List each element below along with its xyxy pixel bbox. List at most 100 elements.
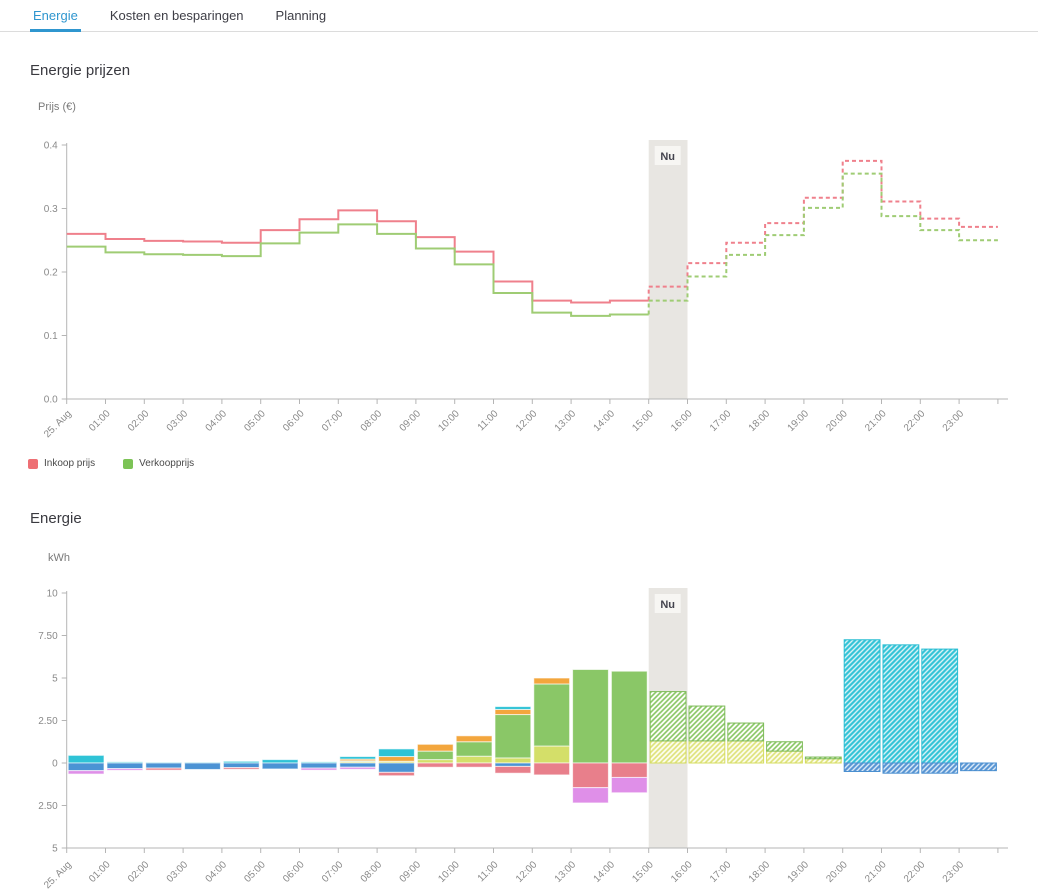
price-step-chart[interactable]: 0.0 0.1 0.2 0.3 0.4 25. Aug 01:00 02:00 03:00 04:… [0,130,1038,460]
bar-orange[interactable] [455,735,493,743]
bar-fc_blue[interactable] [960,762,997,772]
tab-kosten-en-besparingen[interactable]: Kosten en besparingen [109,8,244,23]
bar-green[interactable] [416,750,454,761]
bar-yellowgreen[interactable] [494,757,532,764]
inkoop-prijs-label: Inkoop prijs [44,458,96,469]
bar-red[interactable] [455,762,493,768]
tab-planning[interactable]: Planning [275,8,327,23]
bar-fc_green[interactable] [804,756,842,760]
bar-red[interactable] [533,762,571,776]
bar-fc_yellow[interactable] [804,758,842,764]
x-tick-label: 04:00 [204,859,230,885]
bar-cyan[interactable] [378,748,415,758]
bar-fc_blue[interactable] [921,762,959,774]
bar-fc_green[interactable] [766,741,803,752]
bar-green[interactable] [455,741,493,757]
bar-magenta[interactable] [300,767,338,771]
x-tick-label: 25. Aug [42,408,74,440]
bar-fc_yellow[interactable] [649,740,687,764]
x-tick-label: 06:00 [281,859,307,885]
bar-magenta[interactable] [572,787,609,804]
bar-green[interactable] [572,669,609,764]
bar-red[interactable] [145,767,183,771]
x-tick-label: 16:00 [669,408,695,434]
bar-green[interactable] [494,714,532,759]
bar-fc_green[interactable] [688,705,726,742]
legend-item-verkoopprijs[interactable]: Verkoopprijs [123,458,194,469]
bar-yellowgreen[interactable] [416,759,454,764]
bar-blue[interactable] [261,762,299,770]
bar-orange[interactable] [378,756,415,762]
x-tick-label: 02:00 [126,859,152,885]
bar-yellowgreen[interactable] [455,755,493,764]
y-tick-label: 10 [47,589,59,600]
bar-red[interactable] [494,765,532,774]
bar-fc_yellow[interactable] [766,750,803,764]
x-tick-label: 23:00 [941,408,967,434]
x-tick-label: 14:00 [592,408,618,434]
bar-blue[interactable] [339,762,377,768]
y-tick-label: 0.0 [44,395,58,406]
bar-yellowgreen[interactable] [533,745,571,764]
bar-blue[interactable] [300,762,338,769]
now-label: Nu [660,599,675,611]
bar-fc_yellow[interactable] [727,740,765,764]
y-tick-label: 0.1 [44,331,58,342]
bar-fc_blue[interactable] [882,762,920,774]
x-tick-label: 25. Aug [42,859,74,891]
bar-cyan[interactable] [339,756,377,760]
x-tick-label: 08:00 [359,408,385,434]
legend-item-inkoop-prijs[interactable]: Inkoop prijs [28,458,95,469]
bar-magenta[interactable] [610,776,648,794]
bar-orange[interactable] [416,743,454,752]
x-tick-label: 01:00 [87,408,113,434]
x-tick-label: 22:00 [902,408,928,434]
bar-blue[interactable] [494,762,532,767]
bar-blue[interactable] [222,762,260,769]
bar-red[interactable] [572,762,609,789]
bar-blue[interactable] [378,762,415,773]
bar-magenta[interactable] [67,770,105,775]
bar-red[interactable] [416,762,454,768]
x-tick-label: 06:00 [281,408,307,434]
bar-red[interactable] [378,771,415,777]
tab-bar: Energie Kosten en besparingen Planning [0,0,1038,32]
x-tick-label: 11:00 [476,859,501,884]
bar-fc_blue[interactable] [843,762,881,772]
x-tick-label: 20:00 [824,408,850,434]
bar-fc_green[interactable] [727,722,765,742]
y-tick-label: 2.50 [38,801,58,812]
bar-red[interactable] [610,762,648,778]
bar-blue[interactable] [67,762,105,772]
bar-blue[interactable] [145,762,183,769]
x-tick-label: 14:00 [592,859,618,885]
bar-green[interactable] [533,683,571,747]
bar-cyan[interactable] [494,706,532,710]
x-tick-label: 02:00 [126,408,152,434]
bar-fc_cyan[interactable] [882,644,920,764]
bar-blue[interactable] [184,762,221,770]
bar-green[interactable] [610,670,648,764]
bar-orange[interactable] [533,677,571,685]
x-tick-label: 09:00 [398,859,424,885]
x-tick-label: 05:00 [242,859,268,885]
x-tick-label: 03:00 [165,859,191,885]
bar-fc_cyan[interactable] [843,639,881,764]
x-tick-label: 19:00 [786,859,812,885]
x-tick-label: 01:00 [87,859,113,885]
bar-magenta[interactable] [106,768,144,771]
bar-cyan[interactable] [67,754,105,764]
x-tick-label: 10:00 [436,859,462,885]
bar-cyan[interactable] [261,759,299,764]
bar-fc_green[interactable] [649,691,687,742]
bar-fc_yellow[interactable] [688,740,726,764]
bar-fc_cyan[interactable] [921,648,959,764]
tab-energie[interactable]: Energie [30,0,81,32]
bar-blue[interactable] [106,762,144,770]
energy-stacked-bar-chart[interactable]: 10 7.50 5 2.50 0 2.50 5 25. Aug 01:00 02:00 03:00 0… [0,578,1038,896]
x-tick-label: 16:00 [669,859,695,885]
bar-magenta[interactable] [339,766,377,770]
y-tick-label: 0.3 [44,204,58,215]
bar-orange[interactable] [494,708,532,716]
bar-red[interactable] [222,767,260,770]
